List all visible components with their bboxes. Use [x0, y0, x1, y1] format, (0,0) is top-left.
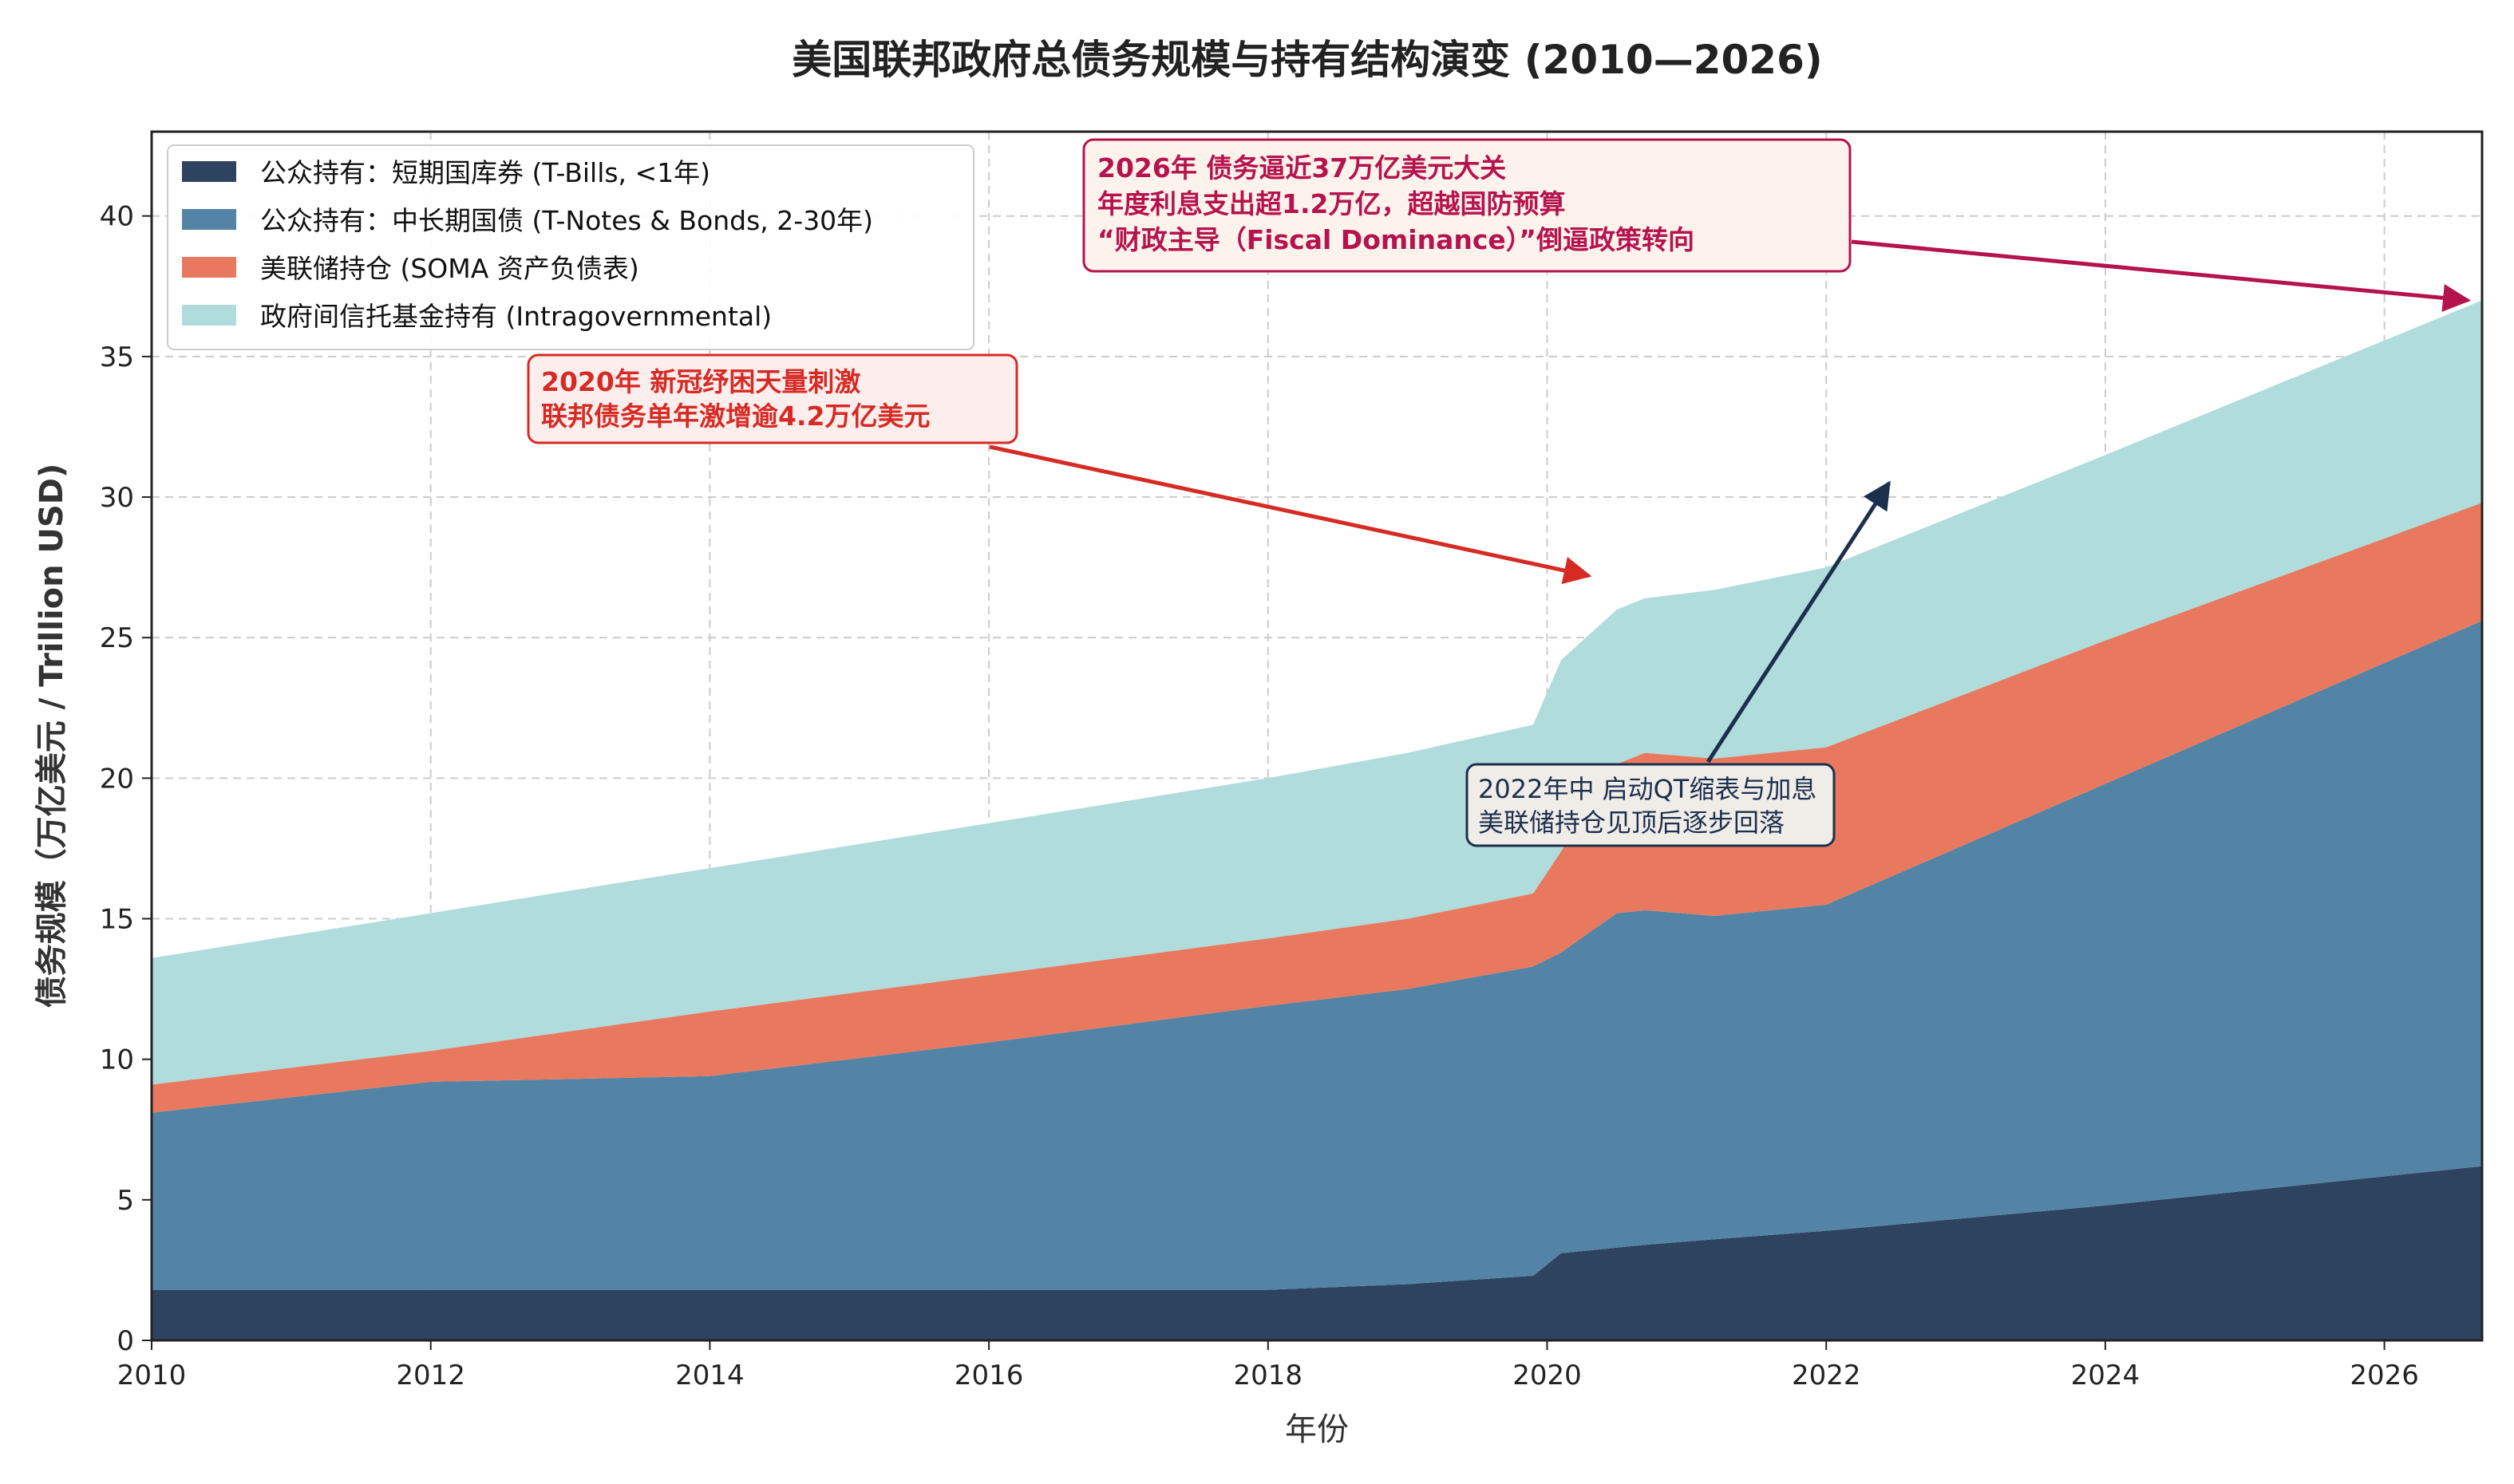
annotation-2026-line2: 年度利息支出超1.2万亿，超越国防预算	[1097, 188, 1565, 219]
annotation-2026-line1: 2026年 债务逼近37万亿美元大关	[1097, 152, 1506, 184]
legend-swatch-intragov	[182, 305, 236, 326]
annotation-2020: 2020年 新冠纾困天量刺激 联邦债务单年激增逾4.2万亿美元	[527, 353, 1592, 585]
annotation-2022-arrow	[1706, 480, 1891, 764]
x-tick-label: 2018	[1234, 1360, 1303, 1391]
y-tick-label: 20	[100, 763, 134, 795]
x-tick-label: 2024	[2071, 1360, 2140, 1391]
annotation-2020-box	[527, 353, 1018, 444]
legend-label-notes-bonds: 公众持有：中长期国债 (T-Notes & Bonds, 2-30年)	[260, 205, 873, 236]
annotation-2020-line1: 2020年 新冠纾困天量刺激	[541, 366, 860, 397]
annotation-2026-arrow	[1851, 239, 2471, 312]
annotation-2026-line3: “财政主导（Fiscal Dominance）”倒逼政策转向	[1097, 224, 1694, 255]
y-tick-label: 0	[117, 1325, 134, 1357]
annotation-2022-line1: 2022年中 启动QT缩表与加息	[1478, 774, 1816, 804]
legend-label-intragov: 政府间信托基金持有 (Intragovernmental)	[260, 301, 772, 332]
chart-title: 美国联邦政府总债务规模与持有结构演变 (2010—2026)	[792, 37, 1822, 83]
x-tick-label: 2020	[1512, 1360, 1582, 1391]
x-tick-label: 2016	[955, 1360, 1024, 1391]
legend: 公众持有：短期国库券 (T-Bills, <1年) 公众持有：中长期国债 (T-…	[167, 144, 974, 350]
area-series-1	[152, 621, 2482, 1290]
legend-swatch-soma	[182, 257, 236, 278]
x-tick-label: 2022	[1792, 1360, 1861, 1391]
area-series-0	[152, 1166, 2482, 1340]
annotation-2026-box	[1082, 138, 1852, 273]
y-tick-label: 10	[100, 1044, 134, 1076]
x-tick-label: 2012	[396, 1360, 465, 1391]
annotation-2022-qt: 2022年中 启动QT缩表与加息 美联储持仓见顶后逐步回落	[1465, 480, 1891, 847]
annotation-2022-line2: 美联储持仓见顶后逐步回落	[1478, 807, 1785, 838]
legend-label-tbills: 公众持有：短期国库券 (T-Bills, <1年)	[260, 157, 710, 188]
legend-label-soma: 美联储持仓 (SOMA 资产负债表)	[260, 253, 639, 284]
area-series-2	[152, 503, 2482, 1113]
annotation-2026: 2026年 债务逼近37万亿美元大关 年度利息支出超1.2万亿，超越国防预算 “…	[1082, 138, 2471, 312]
y-tick-label: 35	[100, 341, 134, 373]
plot-frame	[150, 130, 2484, 1342]
legend-box	[167, 144, 974, 350]
legend-swatch-notes-bonds	[182, 209, 236, 230]
axes: 2010 2012 2014 2016 2018 2020 2022 2024 2026 0 5 10…	[100, 201, 2419, 1391]
legend-swatch-tbills	[182, 161, 236, 182]
y-tick-label: 5	[117, 1185, 134, 1217]
y-tick-label: 25	[100, 622, 134, 654]
annotation-2020-line2: 联邦债务单年激增逾4.2万亿美元	[541, 401, 930, 432]
annotation-2022-box	[1465, 763, 1836, 847]
y-tick-label: 40	[100, 201, 134, 233]
y-tick-label: 30	[100, 482, 134, 514]
annotation-2020-arrow	[989, 444, 1592, 585]
x-tick-label: 2010	[117, 1360, 187, 1391]
stacked-areas	[152, 300, 2482, 1340]
area-series-3	[152, 300, 2482, 1085]
y-tick-label: 15	[100, 904, 134, 936]
x-tick-label: 2026	[2350, 1360, 2419, 1391]
x-tick-label: 2014	[675, 1360, 745, 1391]
y-axis-label: 债务规模（万亿美元 / Trillion USD)	[34, 464, 70, 1008]
x-axis-label: 年份	[1285, 1411, 1349, 1448]
